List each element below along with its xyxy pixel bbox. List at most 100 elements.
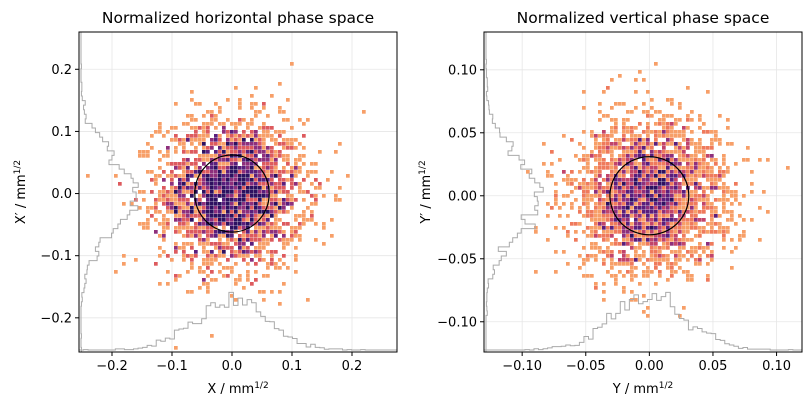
density-cell — [622, 126, 626, 130]
density-cell — [202, 134, 206, 138]
density-cell — [226, 238, 230, 242]
density-cell — [690, 254, 694, 258]
density-cell — [642, 210, 646, 214]
density-cell — [590, 218, 594, 222]
density-cell — [286, 266, 290, 270]
density-cell — [298, 182, 302, 186]
density-cell — [186, 134, 190, 138]
density-cell — [602, 218, 606, 222]
density-cell — [214, 214, 218, 218]
density-cell — [262, 122, 266, 126]
density-cell — [258, 150, 262, 154]
density-cell — [614, 194, 618, 198]
density-cell — [682, 130, 686, 134]
density-cell — [274, 206, 278, 210]
density-cell — [206, 214, 210, 218]
density-cell — [670, 262, 674, 266]
density-cell — [618, 194, 622, 198]
density-cell — [614, 226, 618, 230]
density-cell — [254, 250, 258, 254]
density-cell — [670, 150, 674, 154]
density-cell — [230, 178, 234, 182]
density-cell — [294, 226, 298, 230]
density-cell — [258, 178, 262, 182]
density-cell — [186, 242, 190, 246]
density-cell — [610, 274, 614, 278]
density-cell — [238, 102, 242, 106]
density-cell — [250, 234, 254, 238]
density-cell — [678, 182, 682, 186]
density-cell — [266, 230, 270, 234]
density-cell — [698, 234, 702, 238]
density-cell — [730, 238, 734, 242]
density-cell — [230, 206, 234, 210]
density-cell — [582, 202, 586, 206]
density-cell — [182, 226, 186, 230]
density-cell — [234, 254, 238, 258]
density-cell — [658, 226, 662, 230]
density-cell — [346, 174, 350, 178]
density-cell — [698, 166, 702, 170]
density-cell — [194, 102, 198, 106]
density-cell — [222, 166, 226, 170]
density-cell — [262, 238, 266, 242]
chart-title: Normalized vertical phase space — [517, 9, 770, 27]
density-cell — [162, 194, 166, 198]
density-cell — [598, 166, 602, 170]
density-cell — [210, 254, 214, 258]
density-cell — [206, 150, 210, 154]
density-cell — [142, 198, 146, 202]
density-cell — [634, 194, 638, 198]
density-cell — [310, 218, 314, 222]
density-cell — [162, 214, 166, 218]
density-cell — [678, 174, 682, 178]
density-cell — [262, 202, 266, 206]
density-cell — [222, 126, 226, 130]
density-cell — [294, 246, 298, 250]
density-cell — [274, 142, 278, 146]
density-cell — [558, 206, 562, 210]
density-cell — [170, 138, 174, 142]
density-cell — [282, 118, 286, 122]
x-tick-label: 0.05 — [698, 359, 727, 374]
density-cell — [626, 254, 630, 258]
density-cell — [594, 222, 598, 226]
density-cell — [274, 250, 278, 254]
density-cell — [146, 150, 150, 154]
density-cell — [626, 158, 630, 162]
density-cell — [254, 206, 258, 210]
density-cell — [262, 190, 266, 194]
density-cell — [334, 198, 338, 202]
density-cell — [202, 170, 206, 174]
density-cell — [610, 106, 614, 110]
density-cell — [286, 194, 290, 198]
density-cell — [710, 174, 714, 178]
density-cell — [646, 198, 650, 202]
density-cell — [258, 174, 262, 178]
density-cell — [710, 138, 714, 142]
density-cell — [270, 250, 274, 254]
density-cell — [630, 126, 634, 130]
density-cell — [270, 150, 274, 154]
density-cell — [254, 214, 258, 218]
density-cell — [214, 170, 218, 174]
density-cell — [182, 242, 186, 246]
density-cell — [238, 150, 242, 154]
density-cell — [662, 134, 666, 138]
density-cell — [246, 218, 250, 222]
density-cell — [186, 214, 190, 218]
density-cell — [282, 166, 286, 170]
density-cell — [270, 234, 274, 238]
density-cell — [666, 186, 670, 190]
density-cell — [726, 166, 730, 170]
density-cell — [238, 106, 242, 110]
density-cell — [206, 182, 210, 186]
density-cell — [670, 178, 674, 182]
density-cell — [278, 230, 282, 234]
density-cell — [282, 182, 286, 186]
density-cell — [714, 130, 718, 134]
density-cell — [674, 210, 678, 214]
density-cell — [614, 158, 618, 162]
density-cell — [690, 274, 694, 278]
density-cell — [230, 198, 234, 202]
